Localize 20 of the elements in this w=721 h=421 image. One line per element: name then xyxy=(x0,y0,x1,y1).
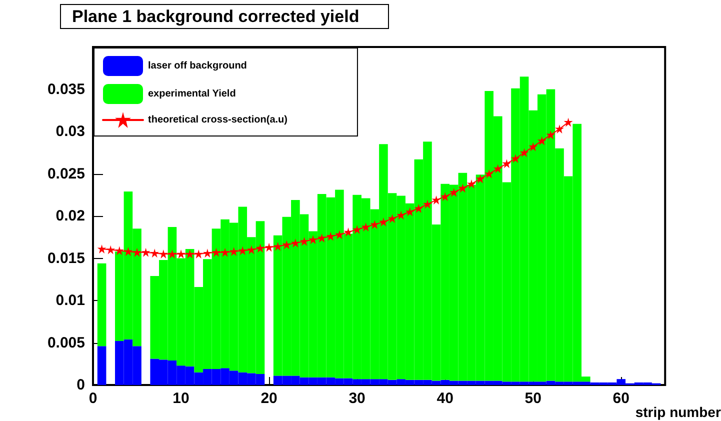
chart-title: Plane 1 background corrected yield xyxy=(72,7,360,26)
x-tick-label: 20 xyxy=(260,390,278,407)
y-tick-label: 0.015 xyxy=(47,250,85,267)
y-tick-label: 0.01 xyxy=(56,292,85,309)
y-tick-label: 0.035 xyxy=(47,80,85,98)
legend-label: laser off background xyxy=(148,60,247,72)
y-tick-label: 0.005 xyxy=(47,334,85,352)
legend-label: experimental Yield xyxy=(148,88,236,100)
x-tick-label: 50 xyxy=(524,390,542,407)
x-axis-title: strip number xyxy=(635,404,721,420)
x-tick-label: 10 xyxy=(172,390,190,407)
x-tick-label: 40 xyxy=(436,390,454,407)
legend-label: theoretical cross-section(a.u) xyxy=(148,114,288,126)
y-tick-label: 0.02 xyxy=(56,208,85,224)
y-tick-label: 0.03 xyxy=(56,123,85,140)
x-tick-label: 30 xyxy=(348,390,366,407)
x-tick-label: 0 xyxy=(88,390,98,407)
x-tick-label: 60 xyxy=(612,390,630,407)
y-tick-label: 0.025 xyxy=(47,165,85,182)
y-tick-label: 0 xyxy=(76,376,85,394)
